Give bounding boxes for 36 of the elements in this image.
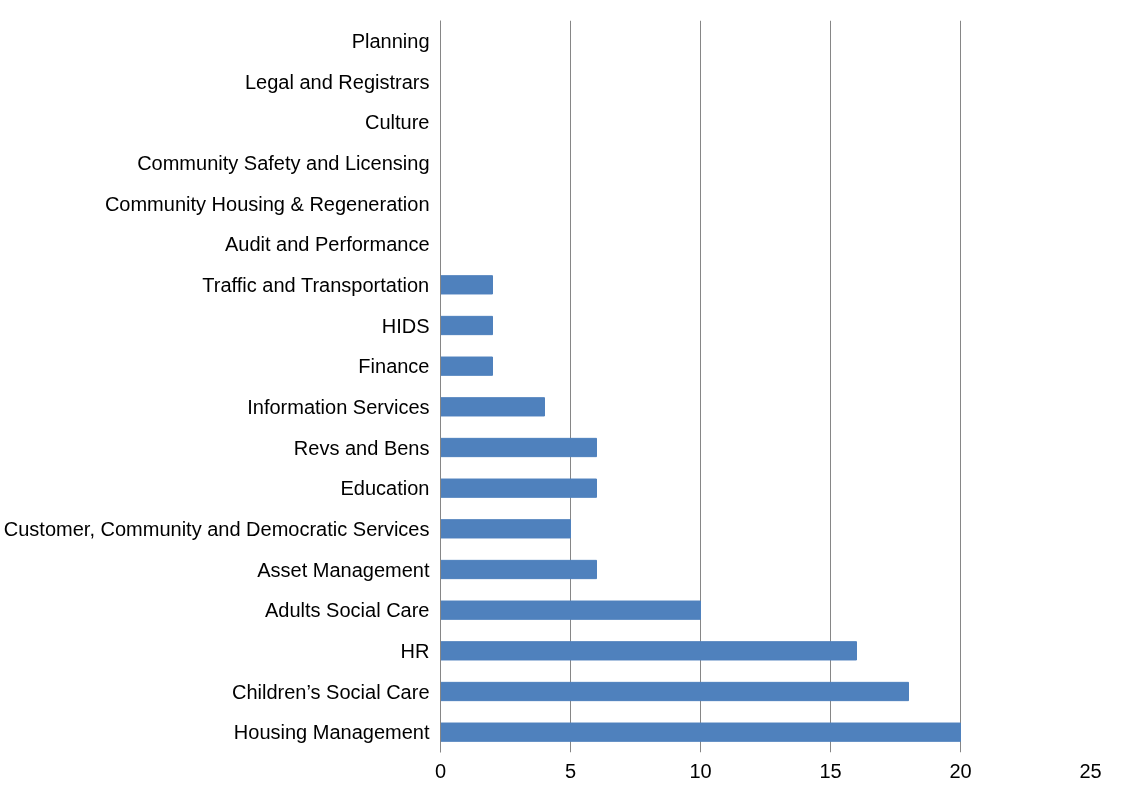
y-tick-label: Legal and Registrars — [244, 70, 430, 93]
y-tick-label: Revs and Bens — [293, 436, 430, 459]
bar — [440, 478, 597, 498]
y-tick-label: HIDS — [381, 314, 430, 337]
bar — [440, 437, 597, 458]
bar — [440, 559, 597, 580]
y-tick-label: Culture — [365, 111, 430, 134]
y-tick-label: Asset Management — [257, 558, 430, 581]
y-tick-label: Audit and Performance — [224, 233, 430, 256]
y-tick-label: Finance — [358, 355, 430, 378]
y-tick-label: Information Services — [247, 395, 430, 418]
bar — [440, 356, 493, 376]
x-tick-label: 20 — [949, 759, 972, 782]
bar — [440, 397, 545, 417]
y-tick-label: Planning — [351, 29, 430, 52]
x-tick-label: 10 — [689, 759, 712, 782]
bar — [440, 722, 961, 742]
bar — [440, 641, 857, 661]
y-tick-label: Children’s Social Care — [232, 680, 430, 703]
bar — [440, 315, 493, 336]
x-tick-label: 15 — [819, 759, 842, 782]
bar — [440, 275, 493, 295]
bar — [440, 600, 701, 620]
y-tick-label: Customer, Community and Democratic Services — [3, 517, 430, 540]
y-tick-label: HR — [400, 639, 430, 662]
y-tick-label: Adults Social Care — [264, 599, 430, 622]
bar — [440, 519, 571, 539]
y-tick-label: Community Safety and Licensing — [137, 151, 430, 174]
x-tick-label: 25 — [1079, 759, 1102, 782]
x-tick-label: 0 — [434, 759, 447, 782]
y-tick-label: Education — [340, 477, 430, 500]
bar — [440, 681, 909, 702]
x-tick-label: 5 — [564, 759, 577, 782]
y-tick-label: Traffic and Transportation — [202, 273, 430, 296]
y-tick-label: Community Housing & Regeneration — [104, 192, 430, 215]
y-tick-label: Housing Management — [233, 721, 430, 744]
